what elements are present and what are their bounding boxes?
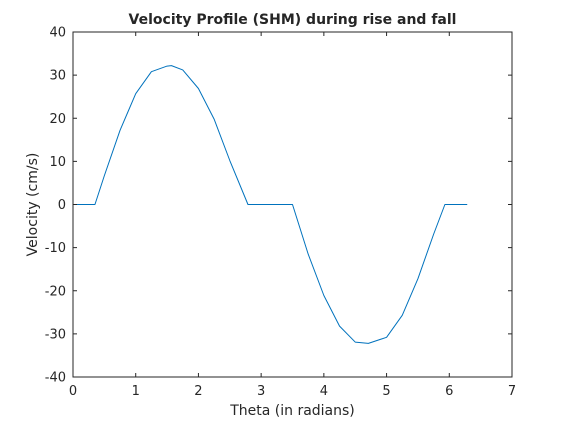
y-axis-label: Velocity (cm/s): [25, 153, 41, 257]
y-tick-label: 20: [49, 112, 66, 127]
series-layer: [72, 65, 468, 344]
x-tick-label: 3: [257, 384, 265, 399]
x-tick-label: 7: [508, 384, 516, 399]
y-tick-label: -40: [45, 371, 66, 386]
y-tick-label: -10: [45, 241, 66, 256]
x-tick-label: 5: [382, 384, 390, 399]
x-tick-label: 2: [194, 384, 202, 399]
x-tick-label: 4: [320, 384, 328, 399]
chart-title: Velocity Profile (SHM) during rise and f…: [129, 12, 457, 28]
y-tick-label: 10: [49, 155, 66, 170]
tick-layer: 0 1 2 3 4 5 6 7 40 30 20 10 0 -10 -20 -30 -40: [45, 26, 516, 400]
y-tick-label: 30: [49, 69, 66, 84]
series-line: [72, 65, 468, 344]
y-tick-label: 40: [49, 26, 66, 41]
y-tick-label: 0: [58, 198, 66, 213]
x-tick-label: 0: [69, 384, 77, 399]
x-tick-label: 6: [445, 384, 453, 399]
x-tick-label: 1: [132, 384, 140, 399]
y-tick-label: -30: [45, 327, 66, 342]
axes-frame: [72, 31, 513, 378]
y-tick-label: -20: [45, 284, 66, 299]
x-axis-label: Theta (in radians): [229, 403, 355, 419]
